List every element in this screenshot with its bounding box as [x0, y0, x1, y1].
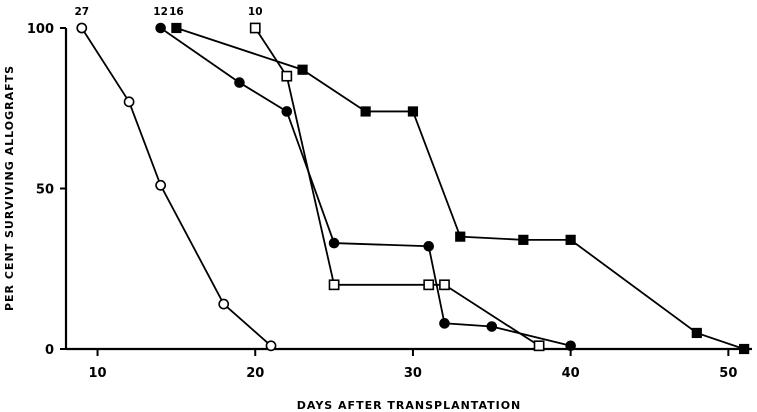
x-axis-title: Days after transplantation [297, 399, 522, 412]
data-point-open-square [249, 22, 261, 34]
data-point-filled-square [455, 231, 466, 242]
data-point-filled-square [518, 234, 529, 245]
x-tick-label-30: 30 [404, 366, 422, 381]
data-point-open-square [439, 279, 450, 291]
series-line-open-square [254, 27, 540, 347]
x-tick-label-40: 40 [562, 366, 580, 381]
data-point-filled-square [565, 234, 576, 245]
data-point-filled-circle [486, 321, 498, 332]
sample-size-labels: 27 12 16 10 [74, 6, 262, 18]
data-point-open-circle [76, 22, 88, 34]
data-point-open-square [281, 70, 293, 82]
n-label-open-circle: 27 [74, 6, 89, 18]
x-tick-label-20: 20 [246, 366, 264, 381]
data-point-open-square [423, 279, 435, 291]
data-point-open-square [328, 279, 340, 291]
data-point-filled-square [171, 22, 182, 34]
y-tick-label-0: 0 [45, 343, 54, 358]
data-point-filled-circle [565, 340, 576, 352]
series-line-filled-circle [160, 27, 571, 347]
data-point-open-square [533, 340, 545, 352]
x-tick-label-10: 10 [88, 366, 106, 381]
n-label-filled-circle: 12 [153, 6, 168, 18]
y-tick-label-50: 50 [36, 183, 54, 198]
data-point-open-circle [265, 340, 277, 352]
series-group [76, 22, 750, 355]
data-point-filled-circle [234, 77, 245, 88]
series-line-open-circle [81, 27, 272, 347]
x-tick-label-50: 50 [719, 366, 737, 381]
y-tick-label-100: 100 [27, 22, 54, 37]
data-point-filled-square [360, 106, 371, 117]
data-point-filled-circle [281, 106, 293, 117]
data-point-filled-square [691, 327, 702, 339]
data-point-filled-square [739, 343, 750, 355]
data-point-filled-square [407, 106, 419, 117]
data-point-filled-square [297, 64, 308, 75]
data-point-open-circle [155, 179, 167, 191]
data-point-filled-circle [423, 240, 435, 252]
axis-ticks: 10 20 30 40 50 0 50 100 [27, 22, 738, 381]
y-axis-title: Per cent surviving allografts [3, 65, 16, 311]
n-label-filled-square: 16 [169, 6, 184, 18]
data-point-filled-circle [155, 22, 166, 34]
data-point-open-circle [218, 298, 230, 310]
data-point-filled-circle [439, 318, 450, 329]
n-label-open-square: 10 [248, 6, 263, 18]
series-line-filled-square [176, 27, 745, 350]
data-point-open-circle [123, 96, 135, 108]
data-point-filled-circle [328, 237, 340, 249]
